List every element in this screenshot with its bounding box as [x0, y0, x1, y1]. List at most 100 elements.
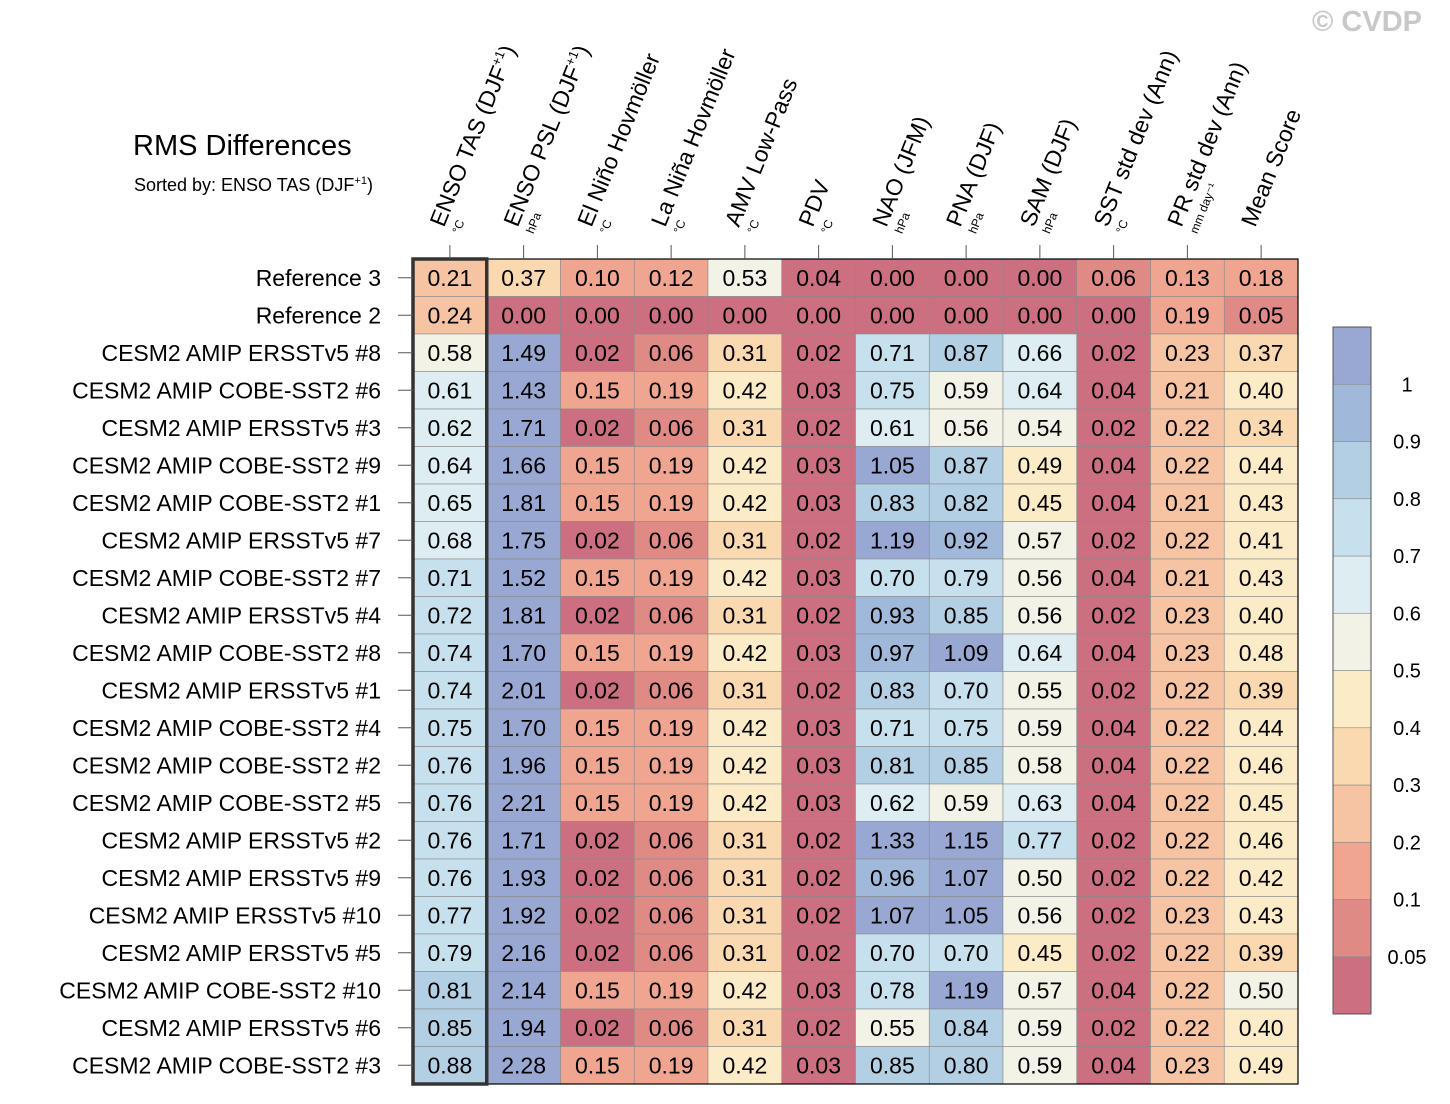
cell-value: 0.15	[575, 452, 620, 478]
heatmap-cell	[412, 933, 488, 972]
heatmap-cell	[928, 971, 1004, 1010]
cell-value: 1.49	[501, 340, 546, 366]
cell-value: 0.06	[649, 527, 694, 553]
cell-value: 1.33	[870, 827, 915, 853]
cell-value: 0.83	[870, 677, 915, 703]
cell-value: 0.42	[722, 490, 767, 516]
heatmap-cell	[1150, 296, 1225, 335]
cell-value: 2.01	[501, 677, 546, 703]
cell-value: 0.31	[722, 902, 767, 928]
heatmap-cell	[412, 558, 488, 597]
cell-value: 0.06	[649, 940, 694, 966]
cell-value: 0.75	[427, 715, 472, 741]
heatmap-cell	[707, 896, 783, 935]
cell-value: 0.41	[1239, 527, 1284, 553]
cell-value: 0.70	[870, 565, 915, 591]
colorbar-segment	[1332, 498, 1372, 557]
cell-value: 0.22	[1165, 790, 1210, 816]
chart-subtitle: Sorted by: ENSO TAS (DJF+1)	[134, 175, 373, 196]
heatmap-cell	[1076, 483, 1151, 522]
cell-value: 0.42	[722, 377, 767, 403]
cell-value: 0.02	[796, 415, 841, 441]
cell-value: 0.10	[575, 265, 620, 291]
cell-value: 0.03	[796, 1052, 841, 1078]
heatmap-cell	[633, 746, 709, 785]
heatmap-cell	[1002, 746, 1078, 785]
heatmap-cell	[560, 708, 635, 747]
heatmap-cell	[707, 633, 783, 672]
heatmap-cell	[1076, 708, 1151, 747]
heatmap-cell	[928, 558, 1004, 597]
row-label: CESM2 AMIP COBE-SST2 #10	[59, 977, 381, 1003]
heatmap-cell	[486, 708, 561, 747]
heatmap-cell	[1002, 971, 1078, 1010]
row-label: CESM2 AMIP COBE-SST2 #8	[72, 640, 381, 666]
heatmap-cell	[486, 483, 561, 522]
row-label: CESM2 AMIP COBE-SST2 #2	[72, 752, 381, 778]
heatmap-cell	[928, 746, 1004, 785]
heatmap-cell	[781, 821, 856, 860]
column-unit: °C	[818, 217, 836, 235]
heatmap-cell	[633, 1008, 709, 1047]
cell-value: 0.24	[427, 302, 472, 328]
colorbar-segment	[1332, 784, 1372, 843]
heatmap-cell	[1076, 746, 1151, 785]
heatmap-cell	[1150, 971, 1225, 1010]
row-label: CESM2 AMIP ERSSTv5 #6	[101, 1015, 381, 1041]
heatmap-cell	[560, 333, 635, 372]
heatmap-cell	[486, 971, 561, 1010]
cell-value: 0.19	[649, 377, 694, 403]
cell-value: 0.42	[722, 790, 767, 816]
cell-value: 0.19	[649, 790, 694, 816]
cell-value: 0.48	[1239, 640, 1284, 666]
cell-value: 0.22	[1165, 752, 1210, 778]
heatmap-cell	[1002, 708, 1078, 747]
heatmap-cell	[1150, 258, 1225, 297]
heatmap-cell	[1002, 558, 1078, 597]
heatmap-cell	[1150, 858, 1225, 897]
cell-value: 0.02	[796, 940, 841, 966]
heatmap-cell	[707, 1046, 783, 1085]
cell-value: 0.23	[1165, 1052, 1210, 1078]
heatmap-cell	[1223, 333, 1299, 372]
watermark: © CVDP	[1312, 6, 1422, 38]
cell-value: 0.87	[944, 452, 989, 478]
cell-value: 0.57	[1017, 977, 1062, 1003]
heatmap-cell	[707, 933, 783, 972]
cell-value: 0.00	[796, 302, 841, 328]
heatmap-cell	[486, 746, 561, 785]
heatmap-cell	[928, 1008, 1004, 1047]
cell-value: 0.74	[427, 677, 472, 703]
cell-value: 0.31	[722, 677, 767, 703]
heatmap-cell	[781, 446, 856, 485]
heatmap-cell	[1223, 558, 1299, 597]
cell-value: 1.66	[501, 452, 546, 478]
heatmap-cell	[633, 821, 709, 860]
heatmap-cell	[560, 896, 635, 935]
cell-value: 0.40	[1239, 377, 1284, 403]
cell-value: 0.64	[1017, 640, 1062, 666]
colorbar-label: 0.4	[1393, 718, 1421, 740]
row-label: CESM2 AMIP ERSSTv5 #9	[101, 865, 381, 891]
heatmap-cell	[1223, 708, 1299, 747]
subtitle-text: Sorted by: ENSO TAS (DJF	[134, 175, 355, 195]
cell-value: 1.07	[870, 902, 915, 928]
row-label: Reference 3	[256, 265, 381, 291]
heatmap-cell	[855, 933, 930, 972]
cell-value: 1.07	[944, 865, 989, 891]
cell-value: 0.06	[649, 677, 694, 703]
row-label: CESM2 AMIP COBE-SST2 #1	[72, 490, 381, 516]
cell-value: 0.77	[1017, 827, 1062, 853]
heatmap-cell	[781, 483, 856, 522]
heatmap-cell	[633, 671, 709, 710]
heatmap-cell	[1002, 933, 1078, 972]
cell-value: 1.70	[501, 715, 546, 741]
cell-value: 0.03	[796, 377, 841, 403]
heatmap-cell	[1150, 483, 1225, 522]
heatmap-cell	[781, 1008, 856, 1047]
heatmap-cell	[855, 671, 930, 710]
cell-value: 0.31	[722, 340, 767, 366]
heatmap-cell	[1223, 296, 1299, 335]
cell-value: 0.42	[722, 715, 767, 741]
cell-value: 0.02	[575, 1015, 620, 1041]
